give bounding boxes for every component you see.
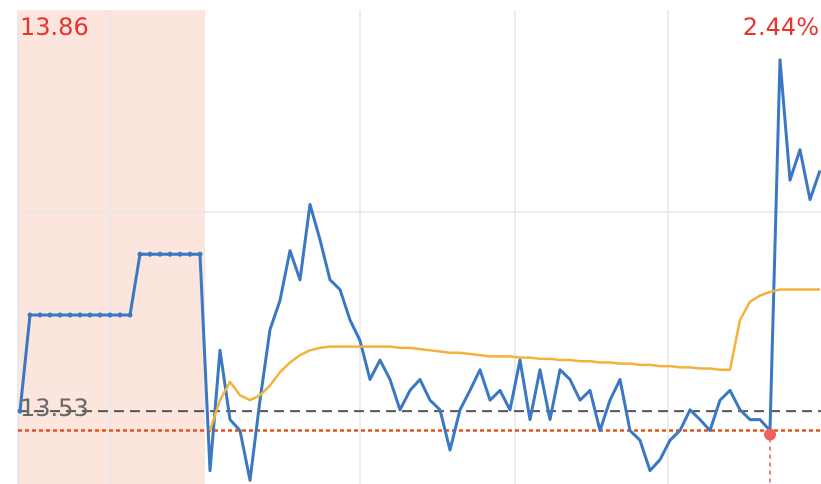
series-line [208,288,820,431]
marker-dot [764,428,776,441]
point [77,312,83,318]
point [97,312,103,318]
series-line [18,58,821,482]
pre-market-shade [18,10,205,484]
y-tick-label: 13.86 [20,13,89,41]
point [167,251,173,257]
point [37,312,43,318]
point [67,312,73,318]
point [47,312,53,318]
point [137,251,143,257]
point [147,251,153,257]
point [27,312,33,318]
point [57,312,63,318]
point [107,312,113,318]
point [127,312,133,318]
point [197,251,203,257]
point [177,251,183,257]
point [117,312,123,318]
point [87,312,93,318]
y-tick-label: 13.53 [20,394,89,422]
y2-tick-label: 2.44% [743,13,819,41]
point [157,251,163,257]
point [187,251,193,257]
point [17,408,23,414]
